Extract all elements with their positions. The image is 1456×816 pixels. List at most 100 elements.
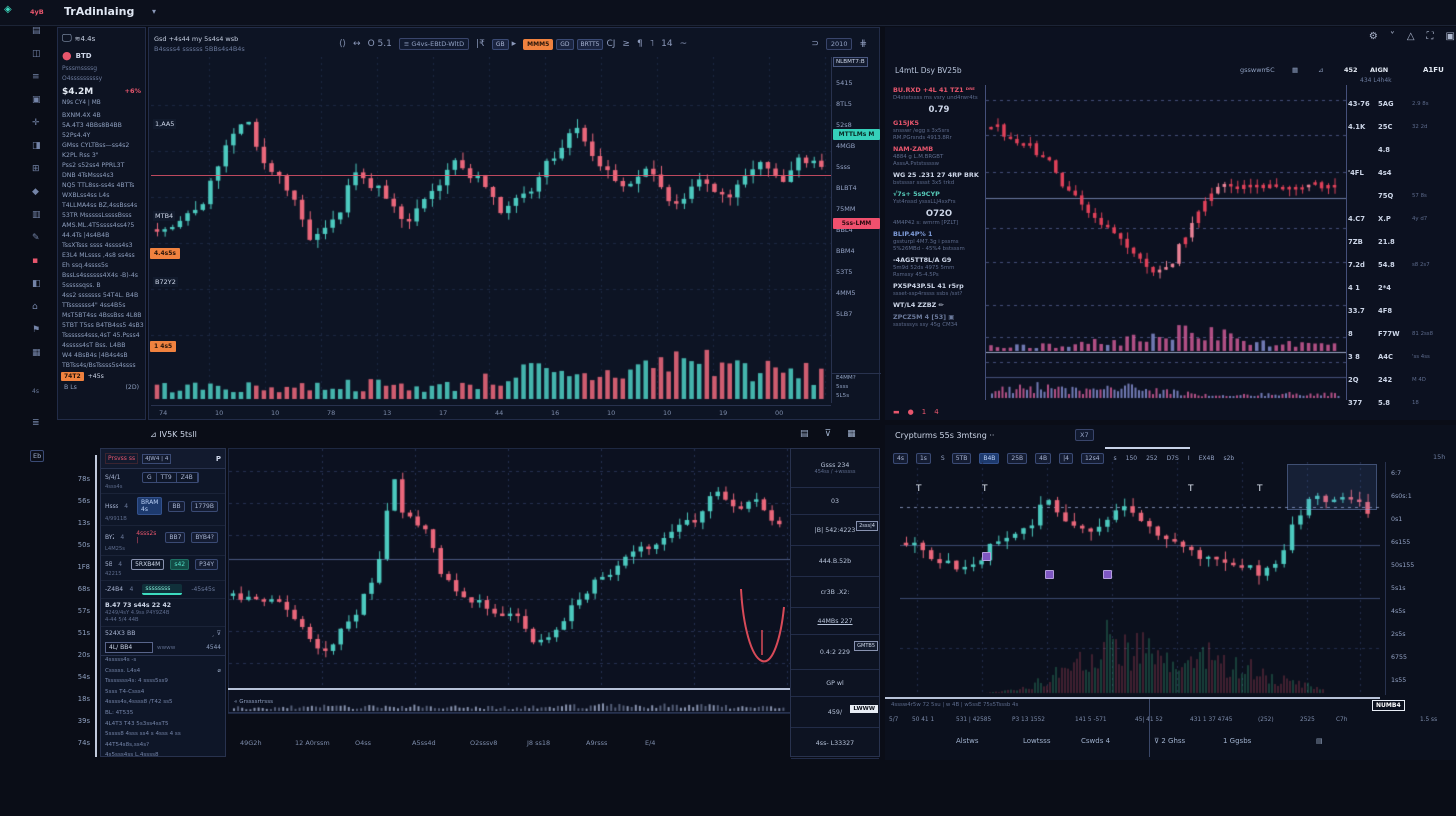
list-item[interactable]: TTsssssss4" 4ss4B5s	[62, 302, 126, 309]
pin-button[interactable]: P	[215, 454, 221, 463]
ladder-row[interactable]: 2Q 242 M 4D	[1348, 368, 1454, 391]
order-chip[interactable]: BRAM 4s	[137, 497, 163, 515]
list-item[interactable]: 5sssssqss. B	[62, 282, 101, 289]
toolbar-icon[interactable]: O 5.1	[367, 39, 392, 49]
order-chip[interactable]: BYB4?	[191, 531, 218, 543]
order-list-item[interactable]: Tsssssss4s: 4 ssss5ss9	[101, 677, 225, 688]
table-row[interactable]: |B| 542:4223 2sss|4	[791, 515, 879, 546]
toolbar-icon[interactable]: ⋕	[859, 39, 867, 49]
table-row[interactable]: 03	[791, 488, 879, 515]
header-meta-item[interactable]: ⊿	[1318, 66, 1324, 74]
footer-tab[interactable]: Lowtsss	[1023, 737, 1051, 745]
list-item[interactable]: BssLs4ssssss4X4s -B)-4s	[62, 272, 139, 279]
order-chip[interactable]: 4	[129, 586, 134, 593]
rail-tool-icon[interactable]: ≡	[32, 72, 40, 82]
footer-box-badge[interactable]: NUMB4	[1372, 700, 1405, 711]
table-row[interactable]: 44MBs 227	[791, 608, 879, 635]
rail-badge-icon[interactable]: Eb	[30, 450, 45, 462]
list-item[interactable]: WXBLss4ss L4s	[62, 192, 110, 199]
corner-icon[interactable]: ◈	[4, 4, 12, 15]
order-list-item[interactable]: 4s5sss4ss L,4ssss8	[101, 751, 225, 756]
rail-tool-icon[interactable]: ⊞	[32, 164, 40, 174]
header-meta-item[interactable]: 452	[1344, 66, 1358, 74]
list-item[interactable]: TssXTsss ssss 4ssss4s3	[62, 242, 133, 249]
toolbar-chip-button[interactable]: BRTT5	[576, 38, 604, 50]
list-item[interactable]: BXNM.4X 4B	[62, 112, 101, 119]
rail-tool-icon[interactable]: ◫	[32, 49, 41, 59]
rail-menu-icon[interactable]: ≣	[32, 418, 40, 428]
list-item[interactable]: W4 4BsB4s |4B4s4sB	[62, 352, 128, 359]
order-chip[interactable]: 4sss2s |	[136, 530, 157, 544]
header-meta-item[interactable]: gsswwm	[1240, 66, 1268, 74]
order-chip[interactable]: ssssssss	[142, 584, 183, 595]
segment-option[interactable]: TT9	[157, 473, 177, 482]
toolbar-icon[interactable]: ˥	[649, 39, 655, 49]
rail-tool-icon[interactable]: ⚑	[32, 325, 41, 335]
ladder-row[interactable]: 33.7 4F8	[1348, 299, 1454, 322]
interval-label[interactable]: 15h	[1433, 453, 1446, 461]
segment-option[interactable]: G	[143, 473, 157, 482]
list-item[interactable]: 5TBT T5ss B4TB4ss5 4sB3	[62, 322, 144, 329]
chevron-icon[interactable]: ˅	[1389, 31, 1395, 42]
main-price-scale[interactable]: NLBMT7:B 5415 8TL5 52s8 4MGB 5sss BLBT4 75MM BBL…	[831, 57, 881, 403]
order-chip[interactable]: 1779B	[190, 500, 218, 512]
grid-icon[interactable]: ▤	[800, 429, 809, 439]
order-list-item[interactable]: 4sssss4s -s	[101, 656, 225, 667]
rail-tool-icon[interactable]: ▦	[32, 348, 41, 358]
list-item[interactable]: K2PL Rss 3"	[62, 152, 99, 159]
price-ladder[interactable]: 43-76 5AG 2.9 8s 4.1K 25C 32 2d 4.8 '4FL 4s4 75Q 5…	[1348, 92, 1454, 414]
toolbar-active-button[interactable]: MMM5	[523, 38, 554, 50]
order-chip[interactable]: -45s45s	[191, 586, 215, 593]
section-title[interactable]: ⊿ IV5K 5tsll	[150, 430, 197, 439]
rail-tool-icon[interactable]: ✛	[32, 118, 40, 128]
footer-tab[interactable]: 1 Ggsbs	[1223, 737, 1252, 745]
footer-tab[interactable]: ⊽ 2 Ghss	[1154, 737, 1186, 745]
toolbar-icon[interactable]: ▸	[511, 39, 517, 49]
table-row[interactable]: 444.B.52b	[791, 546, 879, 577]
order-chip[interactable]: BB7	[165, 531, 186, 543]
order-input-field[interactable]: 4L/ BB4	[105, 642, 153, 653]
order-chip[interactable]: BB	[168, 500, 185, 512]
ladder-row[interactable]: 4.8	[1348, 138, 1454, 161]
rail-tool-icon[interactable]: ◆	[32, 187, 39, 197]
rail-tool-icon[interactable]: ◨	[32, 141, 41, 151]
ladder-row[interactable]: 4 1 2*4	[1348, 276, 1454, 299]
order-chip[interactable]: 4	[118, 561, 123, 568]
drawn-arrow-annotation[interactable]	[735, 585, 791, 671]
order-chip[interactable]: s42	[170, 559, 190, 570]
gear-icon[interactable]: ⚙	[1368, 31, 1378, 42]
ladder-row[interactable]: 75Q 57 8s	[1348, 184, 1454, 207]
list-item[interactable]: TBTss4s/BsTssss5s4ssss	[62, 362, 136, 369]
list-item[interactable]: NQ5 TTL8ss-ss4s 4BTTs	[62, 182, 135, 189]
order-chip[interactable]: 5RXB4M	[131, 559, 165, 570]
toolbar-icon[interactable]: ⟨⟩	[339, 39, 347, 49]
main-price-chart[interactable]	[151, 57, 831, 403]
table-row[interactable]: 4ss- L33327	[791, 728, 879, 759]
footer-tab[interactable]: ▤	[1316, 737, 1323, 745]
list-item[interactable]: 52Ps4.4Y	[62, 132, 91, 139]
table-badge-filled[interactable]: LWWW	[850, 705, 878, 713]
main-time-axis[interactable]: 74 10 10 78 13 17 44 16 10 10 19 00	[151, 405, 831, 420]
list-item[interactable]: Tssssss4sss,4sT 45.Psss4	[62, 332, 140, 339]
toolbar-icon[interactable]: CJ	[606, 39, 616, 49]
alert-triangle-icon[interactable]: △	[1406, 31, 1415, 42]
timeframe-chip[interactable]: s2b	[1223, 454, 1235, 462]
rail-tool-icon[interactable]: ▥	[32, 210, 41, 220]
timeframe-chip[interactable]: EX4B	[1198, 454, 1215, 462]
timeframe-chip[interactable]: s	[1113, 454, 1117, 462]
footer-tab[interactable]: Cswds 4	[1081, 737, 1111, 745]
header-meta-item[interactable]: 5C	[1266, 66, 1275, 74]
order-chip[interactable]: 4	[124, 502, 129, 510]
toolbar-box-button[interactable]: ≡ G4vs-EBtD-WltD	[398, 38, 470, 50]
order-list-item[interactable]: 4L4T3 T43 5s3ss4ssT5	[101, 720, 225, 731]
list-item[interactable]: 4sssss4sT Bss. L4BB	[62, 342, 126, 349]
list-item[interactable]: 4ss2 sssssss 54T4L. B4B	[62, 292, 139, 299]
ladder-row[interactable]: 4.C7 X.P 4y d7	[1348, 207, 1454, 230]
fullscreen-icon[interactable]: ⛶	[1426, 31, 1434, 42]
table-row[interactable]: cr3B .X2:	[791, 577, 879, 608]
toolbar-icon[interactable]: |₹	[476, 39, 485, 49]
toolbar-icon[interactable]: ↔	[353, 39, 361, 49]
timeframe-chip[interactable]: 252	[1146, 454, 1158, 462]
ladder-row[interactable]: 4.1K 25C 32 2d	[1348, 115, 1454, 138]
list-item[interactable]: AMS.ML.4T5ssss4ss4?5	[62, 222, 135, 229]
